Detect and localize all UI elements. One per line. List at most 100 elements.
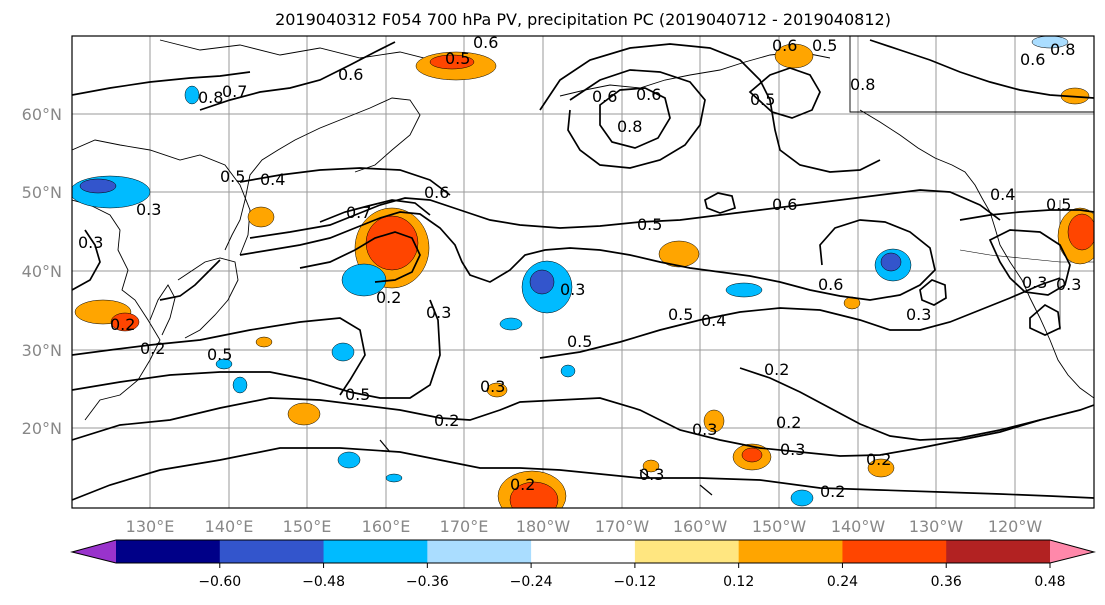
lon-label: 170°W [595, 517, 650, 536]
contour-label: 0.2 [776, 413, 801, 432]
lon-label: 180°W [516, 517, 571, 536]
precip-neg-small-9 [215, 358, 233, 370]
contour-label: 0.6 [818, 275, 843, 294]
precip-neg-small-8 [790, 489, 814, 507]
colorbar-segments [72, 540, 1094, 563]
colorbar-tick-label: −0.48 [302, 574, 345, 590]
lat-label: 30°N [22, 341, 62, 360]
contour-label: 0.7 [222, 82, 247, 101]
contour-label: 0.4 [260, 170, 285, 189]
contour-0p4-north [239, 167, 451, 196]
colorbar-tick-label: 0.24 [827, 574, 858, 590]
lon-label: 160°E [362, 517, 411, 536]
colorbar-outline [70, 539, 1096, 564]
contour-label: 0.7 [346, 203, 371, 222]
contour-label: 0.5 [637, 215, 662, 234]
lon-label: 140°E [205, 517, 254, 536]
contour-0p8-alaska [748, 67, 821, 119]
contour-label: 0.8 [617, 117, 642, 136]
lon-label: 150°W [752, 517, 807, 536]
precip-neg-small-7 [184, 85, 200, 105]
precip-pos-hawaii-e-inner [741, 447, 763, 463]
pacific-islands [379, 439, 713, 496]
coast-korea [149, 284, 176, 336]
contour-label: 0.3 [639, 465, 664, 484]
contour-label: 0.5 [345, 385, 370, 404]
precip-neg-small-11 [1031, 36, 1069, 49]
contour-0p5-north [249, 189, 1001, 239]
contour-0p3-california [988, 229, 1071, 296]
colorbar: −0.60 −0.48 −0.36 −0.24 −0.12 0.12 0.24 0.36 0.4… [70, 539, 1096, 590]
precip-pos-okhotsk-inner [429, 54, 475, 70]
contour-label: 0.6 [338, 65, 363, 84]
contour-0p3-west [72, 299, 441, 399]
colorbar-segment [531, 540, 636, 563]
colorbar-tick-label: −0.36 [406, 574, 449, 590]
lat-label: 20°N [22, 419, 62, 438]
contour-0p6-loop [239, 211, 936, 301]
contour-label: 0.5 [445, 49, 470, 68]
colorbar-tick-label: −0.60 [198, 574, 241, 590]
lon-label: 150°E [283, 517, 332, 536]
lat-label: 40°N [22, 262, 62, 281]
alaska-border [849, 36, 1094, 113]
precip-pos-small-4 [642, 459, 660, 473]
precip-neg-small-6 [560, 364, 576, 378]
colorbar-segment [219, 540, 325, 563]
precip-pos-hokkaido [247, 206, 275, 228]
coast-north-america [859, 109, 1094, 399]
colorbar-segment [116, 540, 221, 563]
lon-label: 160°W [673, 517, 728, 536]
precip-neg-dateline-inner [529, 269, 555, 295]
contour-label: 0.2 [434, 411, 459, 430]
precip-pos-kuril-inner [365, 215, 419, 271]
contour-label: 0.6 [772, 195, 797, 214]
contour-label: 0.2 [140, 339, 165, 358]
precip-pos-small-6 [255, 336, 273, 348]
contour-label: 0.2 [376, 288, 401, 307]
coast-japan [177, 257, 239, 339]
contour-label: 0.5 [668, 305, 693, 324]
contour-label: 0.6 [592, 87, 617, 106]
lat-label: 60°N [22, 105, 62, 124]
precip-neg-small-3 [725, 282, 763, 298]
map-frame [71, 35, 1095, 509]
precip-neg-small-2 [499, 317, 523, 331]
precip-neg-kuril [341, 263, 387, 297]
precip-neg-ne-pacific-inner [880, 252, 902, 272]
contour-0p5-west [72, 317, 366, 396]
contour-0p6-bering [567, 69, 706, 169]
contour-label: 0.3 [1056, 275, 1081, 294]
colorbar-tick-label: −0.24 [510, 574, 553, 590]
latitude-labels: 60°N 50°N 40°N 30°N 20°N [22, 105, 62, 438]
contour-0p6-canada [869, 39, 1094, 99]
contour-label: 0.5 [1046, 195, 1071, 214]
contour-0p7-siberia [199, 41, 396, 111]
contour-small-loop-2 [919, 279, 947, 306]
colorbar-extend-high [1050, 540, 1094, 563]
contour-0p4-japan [159, 259, 221, 301]
precip-shading [72, 36, 1094, 508]
contour-0p5-west-coast [959, 209, 1094, 221]
contour-0p3-far-west [72, 229, 101, 291]
contour-label: 0.5 [207, 345, 232, 364]
precip-neg-small-4 [232, 376, 248, 394]
contour-0p8-siberia [72, 71, 251, 96]
contour-label: 0.6 [424, 183, 449, 202]
precip-neg-japan-sea-inner [79, 178, 117, 194]
map-area: 0.6 0.5 0.8 0.7 0.6 0.6 0.8 0.6 0.5 0.6 … [72, 36, 1094, 508]
contour-label: 0.8 [850, 75, 875, 94]
colorbar-tick-label: −0.12 [613, 574, 656, 590]
contour-0p2-south [72, 447, 1094, 501]
contour-label: 0.2 [510, 475, 535, 494]
colorbar-segment [427, 540, 532, 563]
contour-labels: 0.6 0.5 0.8 0.7 0.6 0.6 0.8 0.6 0.5 0.6 … [78, 36, 1081, 501]
contour-label: 0.2 [110, 315, 135, 334]
colorbar-segment [946, 540, 1051, 563]
colorbar-tick-label: 0.48 [1034, 574, 1065, 590]
contour-0p7-inner [299, 231, 421, 283]
precip-pos-south-inner [509, 481, 559, 508]
contour-label: 0.6 [1020, 50, 1045, 69]
contour-label: 0.3 [480, 377, 505, 396]
